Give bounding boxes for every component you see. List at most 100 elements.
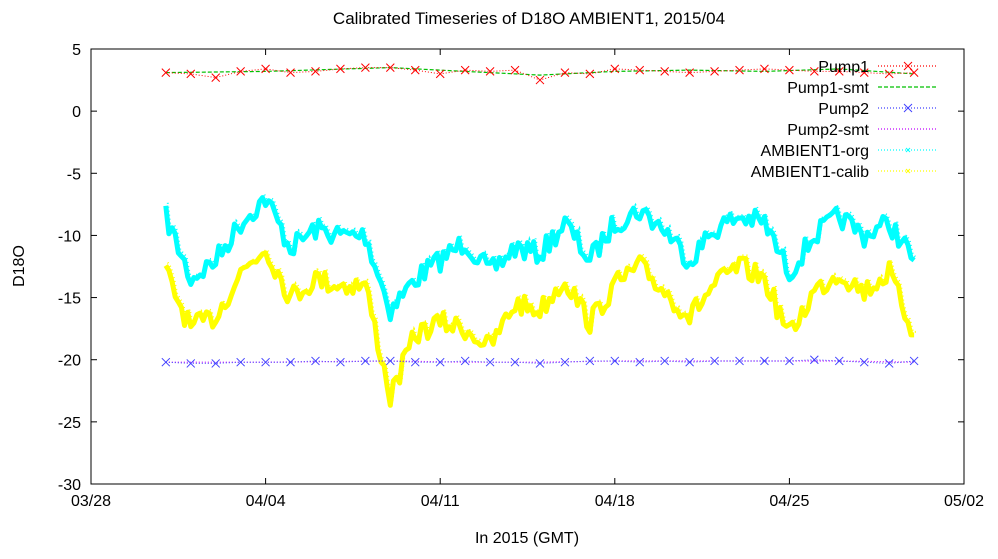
data-point — [859, 357, 869, 367]
data-point — [211, 359, 221, 368]
data-point — [760, 64, 769, 74]
y-tick-label: -10 — [58, 228, 81, 245]
series-line — [165, 67, 915, 81]
data-point — [161, 357, 171, 367]
series-pump1-smt — [165, 66, 915, 76]
series-line — [165, 66, 915, 76]
series-line — [163, 250, 915, 408]
series-pump1 — [161, 63, 919, 85]
series-ambient1-org — [163, 192, 917, 323]
data-point — [809, 67, 819, 76]
data-point — [660, 67, 670, 76]
y-axis-label: D18O — [11, 245, 28, 287]
data-point — [410, 65, 420, 75]
data-point — [510, 65, 520, 75]
legend-label: Pump1-smt — [787, 80, 869, 97]
y-tick-label: 5 — [72, 42, 81, 59]
data-point — [336, 357, 345, 367]
data-point — [535, 359, 545, 368]
y-tick-label: -20 — [58, 353, 81, 370]
plot-frame — [90, 48, 965, 485]
series-ambient1-calib — [163, 248, 917, 408]
data-point — [385, 63, 395, 72]
x-tick-label: 05/02 — [944, 493, 984, 510]
data-point — [361, 356, 370, 366]
data-point — [311, 356, 320, 366]
y-tick-label: -5 — [67, 166, 81, 183]
chart-title: Calibrated Timeseries of D18O AMBIENT1, … — [333, 9, 725, 28]
x-tick-label: 04/04 — [246, 493, 286, 510]
data-point — [834, 356, 844, 366]
series-pump2-smt — [165, 360, 915, 363]
data-point — [735, 65, 744, 75]
data-point — [286, 68, 295, 77]
y-tick-label: -25 — [58, 415, 81, 432]
x-axis-label: In 2015 (GMT) — [475, 530, 579, 547]
data-point — [635, 65, 645, 75]
y-tick-label: 0 — [72, 104, 81, 121]
data-point — [660, 356, 670, 366]
data-point — [760, 356, 769, 366]
data-point — [560, 68, 570, 77]
data-point — [161, 68, 171, 77]
data-point — [460, 65, 470, 75]
y-axis: 5 0 -5 -10 -15 -20 -25 -30 — [58, 42, 964, 494]
data-point — [610, 356, 620, 366]
data-point — [585, 356, 595, 366]
data-point — [909, 356, 919, 366]
data-point — [585, 69, 595, 79]
data-point — [635, 357, 645, 367]
data-point — [535, 75, 545, 85]
data-point — [261, 357, 270, 367]
legend: Pump1 Pump1-smt Pump2 Pump2-smt AMBIENT1-org… — [751, 59, 938, 181]
legend-marker — [903, 103, 913, 113]
data-point — [884, 359, 894, 368]
series-pump2 — [161, 355, 919, 368]
data-point — [211, 73, 221, 82]
data-point — [809, 355, 819, 365]
data-point — [460, 356, 470, 366]
data-point — [385, 356, 395, 366]
x-tick-label: 04/18 — [595, 493, 635, 510]
data-point — [236, 67, 246, 76]
data-point — [286, 357, 295, 367]
data-point — [560, 357, 570, 367]
data-point — [710, 67, 719, 76]
data-point — [685, 68, 694, 77]
legend-label: AMBIENT1-org — [761, 143, 869, 160]
series-line — [165, 360, 915, 363]
data-point — [785, 65, 794, 75]
plot-area — [161, 63, 919, 408]
legend-marker — [905, 147, 911, 153]
data-point — [410, 357, 420, 367]
y-tick-label: -30 — [58, 477, 81, 494]
data-point — [685, 357, 694, 367]
data-point — [859, 68, 869, 77]
data-point — [311, 67, 320, 76]
x-axis: 03/28 04/04 04/11 04/18 04/25 05/02 — [71, 49, 984, 510]
data-point — [435, 69, 445, 79]
x-tick-label: 04/25 — [769, 493, 809, 510]
data-point — [884, 69, 894, 79]
data-point — [361, 63, 370, 72]
legend-label: Pump2-smt — [787, 122, 869, 139]
legend-label: Pump2 — [818, 101, 869, 118]
data-point — [336, 64, 345, 74]
data-point — [261, 64, 270, 74]
data-point — [834, 67, 844, 76]
legend-marker — [905, 168, 911, 174]
series-scatter — [166, 192, 917, 317]
data-point — [186, 359, 196, 368]
data-point — [485, 357, 495, 367]
data-point — [610, 64, 620, 74]
data-point — [485, 67, 495, 76]
data-point — [785, 356, 794, 366]
data-point — [735, 356, 744, 366]
y-tick-label: -15 — [58, 291, 81, 308]
data-point — [186, 69, 196, 79]
x-tick-label: 04/11 — [421, 493, 460, 510]
legend-label: Pump1 — [818, 59, 869, 76]
data-point — [710, 356, 719, 366]
data-point — [510, 357, 520, 367]
